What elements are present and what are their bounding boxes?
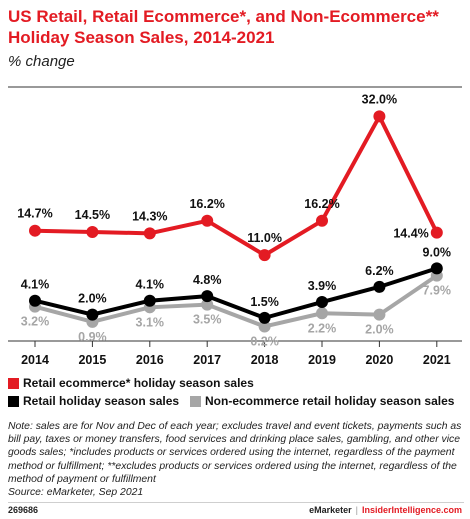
data-label: 14.4% bbox=[393, 227, 428, 241]
legend-swatch-retail bbox=[8, 395, 19, 407]
data-point-0 bbox=[373, 110, 386, 123]
data-point-0 bbox=[201, 214, 214, 227]
legend-item-ecommerce: Retail ecommerce* holiday season sales bbox=[8, 376, 254, 390]
data-point-0 bbox=[258, 249, 271, 262]
legend-item-non-ecommerce: Non-ecommerce retail holiday season sale… bbox=[190, 394, 454, 408]
x-tick-label: 2021 bbox=[423, 353, 451, 367]
data-label: 2.0% bbox=[78, 292, 107, 306]
data-point-1 bbox=[86, 308, 99, 321]
data-point-2 bbox=[201, 298, 214, 311]
legend-label-ecommerce: Retail ecommerce* holiday season sales bbox=[23, 376, 254, 390]
data-point-1 bbox=[258, 311, 271, 324]
legend-swatch-ecommerce bbox=[8, 377, 19, 389]
brand-emarketer: eMarketer bbox=[309, 505, 352, 515]
data-label: 14.7% bbox=[17, 207, 52, 221]
data-point-0 bbox=[143, 227, 156, 240]
data-label: 16.2% bbox=[189, 197, 224, 211]
data-point-1 bbox=[143, 294, 156, 307]
data-point-2 bbox=[258, 320, 271, 333]
data-label: 4.1% bbox=[136, 278, 165, 292]
legend-item-retail: Retail holiday season sales bbox=[8, 394, 179, 408]
data-label: 6.2% bbox=[365, 264, 394, 278]
x-tick-label: 2016 bbox=[136, 353, 164, 367]
data-point-0 bbox=[316, 214, 328, 227]
chart-note: Note: sales are for Nov and Dec of each … bbox=[8, 420, 464, 499]
data-point-2 bbox=[373, 308, 386, 321]
data-label: 3.2% bbox=[21, 315, 50, 329]
data-point-1 bbox=[316, 296, 328, 309]
data-label: 14.5% bbox=[75, 208, 110, 222]
data-label: 16.2% bbox=[304, 197, 339, 211]
data-point-0 bbox=[86, 226, 99, 239]
chart-title: US Retail, Retail Ecommerce*, and Non-Ec… bbox=[8, 7, 439, 47]
chart-id: 269686 bbox=[8, 505, 39, 515]
data-point-0 bbox=[29, 224, 41, 237]
data-point-1 bbox=[201, 290, 214, 303]
footer-brand: eMarketer | InsiderIntelligence.com bbox=[309, 505, 462, 515]
brand-insider-intelligence: InsiderIntelligence.com bbox=[361, 505, 462, 515]
source-text: Source: eMarketer, Sep 2021 bbox=[8, 487, 144, 499]
legend-label-retail: Retail holiday season sales bbox=[23, 394, 180, 408]
footer-divider bbox=[8, 502, 464, 503]
data-label: 3.1% bbox=[136, 315, 165, 329]
series-line-2 bbox=[34, 273, 438, 329]
chart-subtitle: % change bbox=[8, 53, 75, 70]
data-label: 4.1% bbox=[21, 278, 50, 292]
data-label: 3.9% bbox=[308, 279, 337, 293]
series-line-0 bbox=[34, 114, 439, 258]
x-tick-label: 2015 bbox=[78, 353, 106, 367]
data-label: 0.2% bbox=[250, 334, 279, 348]
x-tick-label: 2018 bbox=[251, 353, 279, 367]
brand-divider: | bbox=[355, 505, 358, 515]
x-tick-label: 2017 bbox=[193, 353, 221, 367]
x-tick-label: 2014 bbox=[21, 353, 49, 367]
data-label: 4.8% bbox=[193, 273, 222, 287]
data-point-1 bbox=[373, 280, 386, 293]
data-label: 1.5% bbox=[250, 295, 279, 309]
series-line-1 bbox=[34, 266, 438, 320]
legend-swatch-non-ecommerce bbox=[190, 395, 201, 407]
data-label: 2.0% bbox=[365, 323, 394, 337]
data-point-0 bbox=[430, 226, 443, 239]
data-label: 9.0% bbox=[423, 245, 452, 259]
x-tick-label: 2020 bbox=[365, 353, 393, 367]
x-tick-label: 2019 bbox=[308, 353, 336, 367]
data-label: 14.3% bbox=[132, 209, 167, 223]
data-label: 3.5% bbox=[193, 313, 222, 327]
legend-label-non-ecommerce: Non-ecommerce retail holiday season sale… bbox=[205, 394, 455, 408]
data-label: 7.9% bbox=[423, 284, 452, 298]
data-label: 0.9% bbox=[78, 330, 107, 344]
data-label: 32.0% bbox=[362, 92, 397, 106]
data-label: 2.2% bbox=[308, 321, 337, 335]
data-point-2 bbox=[316, 307, 328, 320]
note-text: Note: sales are for Nov and Dec of each … bbox=[8, 421, 462, 485]
data-point-1 bbox=[29, 294, 41, 307]
data-label: 11.0% bbox=[247, 231, 282, 245]
data-point-1 bbox=[430, 262, 443, 275]
